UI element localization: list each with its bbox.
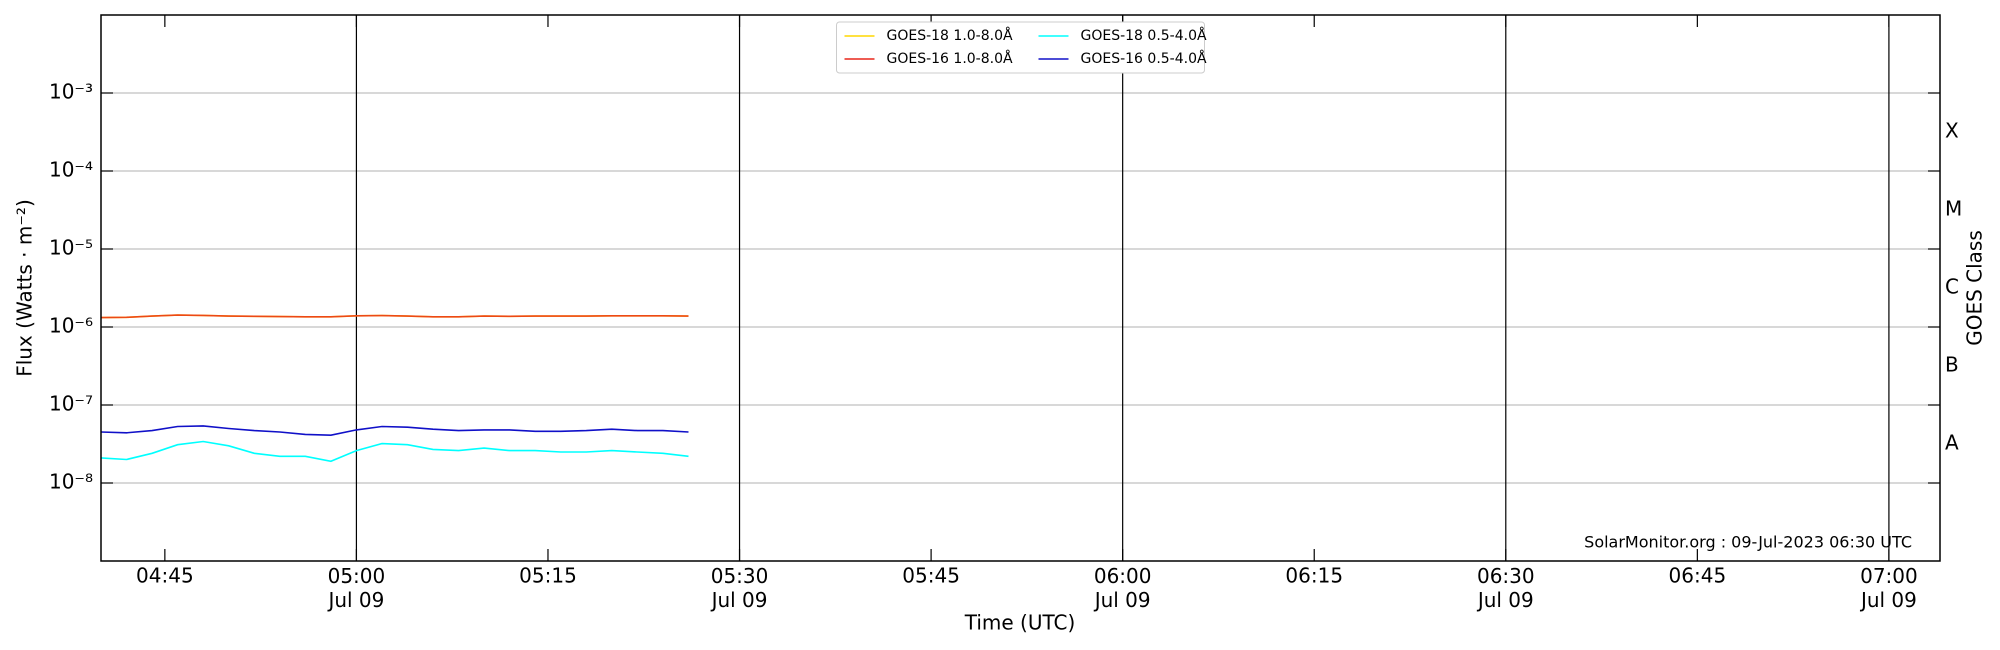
x-axis-label: Time (UTC) <box>964 611 1076 635</box>
y2-tick-label: B <box>1945 353 1959 377</box>
x-tick-label: 06:15 <box>1285 564 1343 588</box>
annotation: SolarMonitor.org : 09-Jul-2023 06:30 UTC <box>1584 533 1912 552</box>
legend-box <box>836 21 1205 74</box>
series-line <box>100 314 689 319</box>
y2-tick-label: C <box>1945 275 1959 299</box>
legend-label: GOES-16 1.0-8.0Å <box>887 50 1013 67</box>
y2-tick-label: M <box>1945 197 1962 221</box>
legend-label: GOES-16 0.5-4.0Å <box>1081 50 1207 67</box>
x-tick-label: 05:00 Jul 09 <box>326 564 385 612</box>
y-tick-label: 10⁻⁷ <box>49 392 93 416</box>
x-tick-label: 04:45 <box>136 564 194 588</box>
y-tick-label: 10⁻⁸ <box>49 470 93 494</box>
legend-label: GOES-18 0.5-4.0Å <box>1081 27 1207 44</box>
y-tick-label: 10⁻⁵ <box>49 236 93 260</box>
plot-frame <box>100 14 1941 562</box>
x-tick-label: 06:30 Jul 09 <box>1476 564 1535 612</box>
series-line <box>100 440 689 463</box>
x-tick-label: 05:45 <box>902 564 960 588</box>
x-tick-label: 06:00 Jul 09 <box>1093 564 1152 612</box>
y2-tick-label: A <box>1945 431 1959 455</box>
x-tick-label: 05:30 Jul 09 <box>710 564 769 612</box>
y2-axis-label: GOES Class <box>1963 230 1987 346</box>
legend: GOES-18 1.0-8.0Å GOES-16 1.0-8.0Å GOES-18 … <box>836 21 1207 74</box>
x-tick-label: 07:00 Jul 09 <box>1859 564 1918 612</box>
y-axis-label: Flux (Watts · m⁻²) <box>13 199 37 377</box>
y2-tick-label: X <box>1945 119 1959 143</box>
y-tick-label: 10⁻⁶ <box>49 314 93 338</box>
legend-label: GOES-18 1.0-8.0Å <box>887 27 1013 44</box>
series-line <box>100 425 689 437</box>
y-tick-label: 10⁻⁴ <box>49 158 93 182</box>
x-tick-label: 05:15 <box>519 564 577 588</box>
x-tick-label: 06:45 <box>1669 564 1727 588</box>
y-tick-label: 10⁻³ <box>49 80 93 104</box>
